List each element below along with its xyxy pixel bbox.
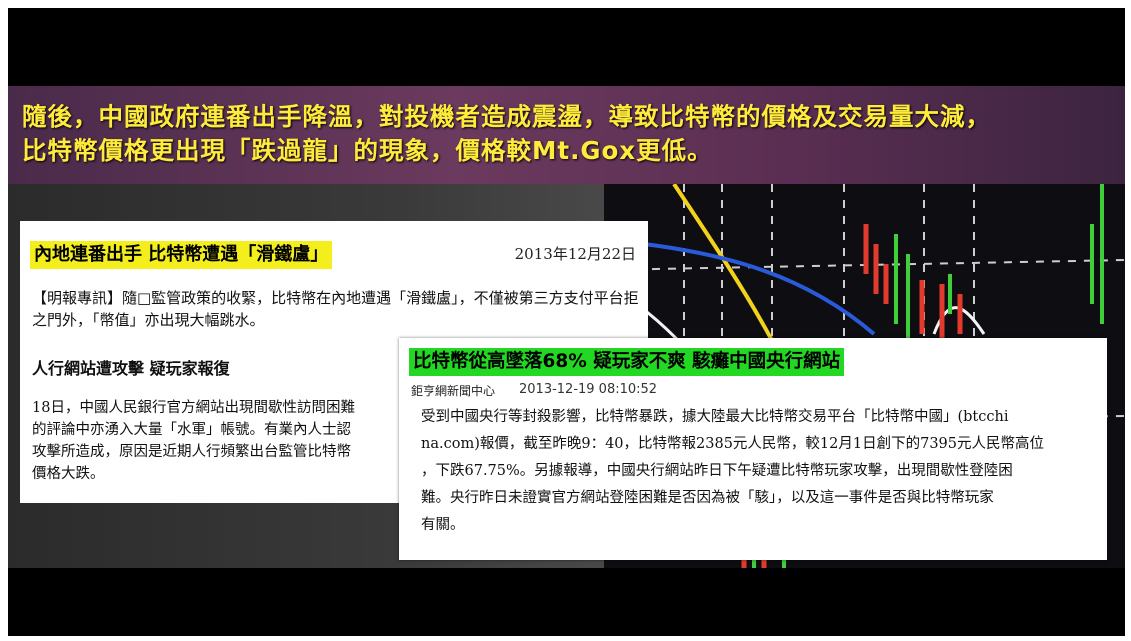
article1-paragraph: 18日，中國人民銀行官方網站出現間歇性訪問困難 的評論中亦湧入大量「水軍」帳號。… — [32, 400, 355, 482]
subtitle-caption: 隨後，中國政府連番出手降溫，對投機者造成震盪，導致比特幣的價格及交易量大減， 比… — [22, 100, 1122, 168]
article1-subheading: 人行網站遭攻擊 疑玩家報復 — [32, 359, 230, 378]
article1-title: 內地連番出手 比特幣遭遇「滑鐵盧」 — [30, 241, 333, 269]
article2-body: 受到中國央行等封殺影響，比特幣暴跌，據大陸最大比特幣交易平台「比特幣中國」(bt… — [421, 409, 1045, 533]
article2-title: 比特幣從高墜落68% 疑玩家不爽 駭癱中國央行網站 — [409, 348, 845, 376]
article1-date: 2013年12月22日 — [514, 245, 636, 263]
caption-line-1: 隨後，中國政府連番出手降溫，對投機者造成震盪，導致比特幣的價格及交易量大減， — [22, 102, 991, 131]
article2-source: 鉅亨網新聞中心 — [411, 384, 496, 398]
video-player[interactable]: 隨後，中國政府連番出手降溫，對投機者造成震盪，導致比特幣的價格及交易量大減， 比… — [8, 8, 1125, 636]
article1-body: 【明報專訊】隨□監管政策的收緊，比特幣在內地遭遇「滑鐵盧」，不僅被第三方支付平台… — [32, 289, 639, 329]
caption-banner — [8, 86, 1125, 184]
news-clipping-2: 比特幣從高墜落68% 疑玩家不爽 駭癱中國央行網站 鉅亨網新聞中心 2013-1… — [399, 338, 1107, 560]
article2-timestamp: 2013-12-19 08:10:52 — [519, 382, 658, 397]
caption-line-2: 比特幣價格更出現「跌過龍」的現象，價格較Mt.Gox更低。 — [22, 136, 713, 165]
